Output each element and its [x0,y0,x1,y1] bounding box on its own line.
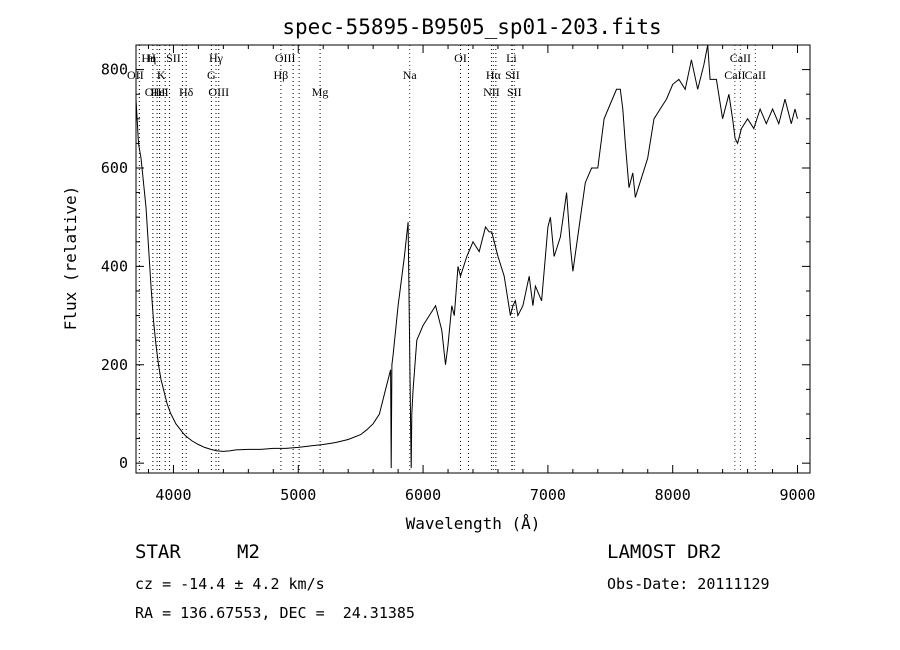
x-tick-label: 8000 [655,486,691,504]
line-label: CaII [730,51,751,65]
line-label: OII [127,68,144,82]
plot-frame [135,44,811,474]
x-axis-label: Wavelength (Å) [406,514,541,533]
line-label: CaII [724,68,745,82]
line-label: Hγ [209,51,224,65]
obs-date: Obs-Date: 20111129 [607,575,770,593]
line-label: Hη [141,51,156,65]
survey-name: LAMOST DR2 [607,541,722,563]
y-tick-label: 400 [101,257,128,275]
line-label: SII [505,68,520,82]
spectrum-line [135,44,798,469]
line-label: OI [454,51,467,65]
line-label: Hβ [274,68,289,82]
x-tick-label: 7000 [530,486,566,504]
coordinates: RA = 136.67553, DEC = 24.31385 [135,604,415,622]
line-label: K [157,68,166,82]
y-tick-label: 600 [101,159,128,177]
x-tick-label: 9000 [779,486,815,504]
y-axis: 0 200 400 600 800 [101,44,810,472]
object-class: STAR [135,541,181,563]
object-subclass: M2 [237,541,260,563]
line-label: H [147,51,156,65]
line-label: Li [506,51,517,65]
x-axis: 4000 5000 6000 7000 8000 9000 [147,45,816,504]
line-label: HeI [151,85,169,99]
line-label: OIII [275,51,296,65]
line-label: Mg [312,85,329,99]
line-label: Na [403,68,418,82]
y-axis-label: Flux (relative) [61,186,80,331]
line-label: Hα [486,68,502,82]
line-label: SII [166,51,181,65]
line-label: OIII [145,85,166,99]
x-tick-label: 4000 [155,486,191,504]
line-label: CaII [745,68,766,82]
line-label: SII [507,85,522,99]
line-markers [138,45,756,473]
y-tick-label: 800 [101,61,128,79]
y-tick-label: 0 [119,454,128,472]
chart-title: spec-55895-B9505_sp01-203.fits [282,15,661,39]
line-label: OIII [208,85,229,99]
line-label: G [207,68,216,82]
line-label: Hδ [179,85,194,99]
redshift-cz: cz = -14.4 ± 4.2 km/s [135,575,325,593]
line-label: NII [483,85,500,99]
y-tick-label: 200 [101,356,128,374]
x-tick-label: 5000 [280,486,316,504]
x-tick-label: 6000 [405,486,441,504]
